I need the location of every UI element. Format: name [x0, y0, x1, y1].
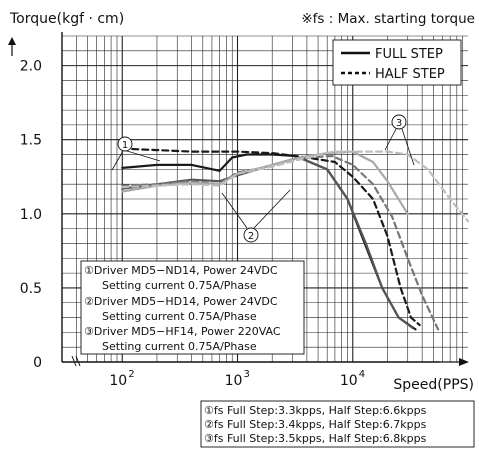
x-tick-label: 10 [340, 373, 358, 389]
legend: FULL STEP HALF STEP [332, 39, 462, 86]
legend-box [332, 39, 462, 86]
driver-info-line-2: Setting current 0.75A/Phase [102, 279, 257, 292]
driver-info-box: ①Driver MD5−ND14, Power 24VDC Setting cu… [80, 260, 305, 355]
legend-full-step-label: FULL STEP [375, 47, 443, 62]
y-tick-label: 0 [33, 355, 42, 371]
y-tick-label: 0.5 [20, 281, 42, 297]
y-tick-label: 1.5 [20, 133, 42, 149]
fs-box: ①fs Full Step:3.3kpps, Half Step:6.6kpps… [200, 400, 475, 448]
x-axis-arrow-head [459, 358, 469, 366]
callout-2-leader-a [221, 192, 248, 229]
callout-2-circle [243, 227, 259, 243]
x-tick-exponent: 2 [128, 369, 134, 380]
x-tick-exponent: 3 [244, 369, 250, 380]
series-line-driver-3-full-step [121, 150, 409, 215]
callout-3-leader-a [384, 128, 397, 151]
fs-line-2: ②fs Full Step:3.4kpps, Half Step:6.7kpps [204, 418, 427, 431]
y-axis-arrow-head [8, 37, 16, 45]
callout-1-leader-a [111, 150, 124, 171]
axis-break-mark-a [71, 355, 77, 367]
callout-3-circle [391, 114, 407, 130]
callout-2-label: 2 [248, 231, 254, 242]
fs-note: ※fs : Max. starting torque [301, 11, 475, 27]
y-axis-title: Torque(kgf · cm) [9, 11, 124, 27]
y-tick-label: 1.0 [20, 207, 42, 223]
tick-labels: 00.51.01.52.010 2 10 3 10 4 [20, 59, 365, 389]
callouts: 1 2 3 [111, 114, 415, 243]
callout-2-leader-b [253, 189, 291, 229]
fs-line-3: ③fs Full Step:3.5kpps, Half Step:6.8kpps [204, 432, 427, 445]
driver-info-line-5: ③Driver MD5−HF14, Power 220VAC [84, 325, 281, 338]
axis-break-mark-b [75, 355, 81, 367]
callout-3-leader-b [401, 128, 415, 166]
driver-info-line-4: Setting current 0.75A/Phase [102, 310, 257, 323]
callout-3-label: 3 [396, 118, 402, 129]
series-lines [121, 147, 470, 331]
series-line-driver-1-half-step [121, 147, 421, 327]
driver-info-line-1: ①Driver MD5−ND14, Power 24VDC [84, 264, 278, 277]
driver-info-line-6: Setting current 0.75A/Phase [102, 340, 257, 353]
driver-info-line-3: ②Driver MD5−HD14, Power 24VDC [84, 295, 278, 308]
callout-1-circle [117, 136, 133, 152]
legend-half-step-label: HALF STEP [375, 67, 445, 82]
axis-break [71, 355, 81, 367]
series-line-driver-2-half-step [121, 154, 440, 331]
fs-box-frame [200, 400, 475, 448]
x-tick-exponent: 4 [359, 369, 365, 380]
x-tick-label: 10 [109, 373, 127, 389]
axes [61, 32, 440, 363]
callout-1-label: 1 [122, 140, 128, 151]
callout-1-leader-b [126, 150, 161, 162]
series-line-driver-3-half-step [121, 150, 470, 223]
x-tick-label: 10 [225, 373, 243, 389]
y-tick-label: 2.0 [20, 59, 42, 75]
fs-line-1: ①fs Full Step:3.3kpps, Half Step:6.6kpps [204, 404, 427, 417]
driver-info-frame [80, 260, 305, 355]
x-axis-title: Speed(PPS) [393, 377, 474, 393]
